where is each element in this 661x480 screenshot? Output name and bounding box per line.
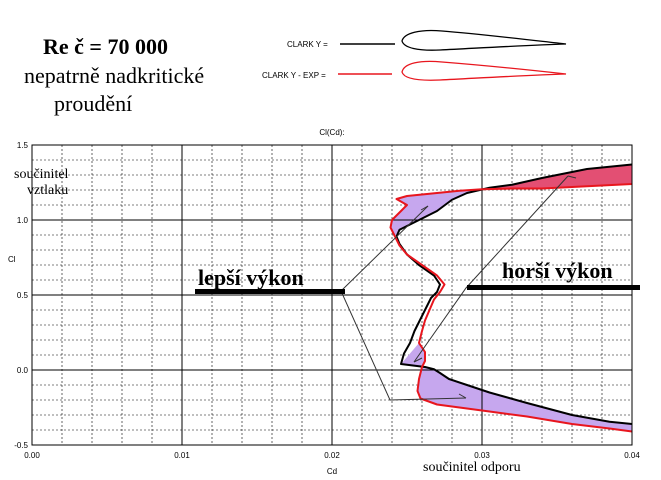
arrow-tick-4 <box>413 357 423 363</box>
callout-pointers <box>340 175 577 401</box>
arrow-tick-2 <box>458 393 467 399</box>
callout-bar-right <box>467 285 640 290</box>
difference-fill-0 <box>482 164 632 189</box>
x-tick-label: 0.01 <box>174 451 190 460</box>
legend: CLARK Y = CLARK Y - EXP = <box>262 29 567 81</box>
x-tick-labels: 0.00 0.01 0.02 0.03 0.04 <box>24 451 640 460</box>
callout-better-performance: lepší výkon <box>198 265 304 290</box>
series-lines <box>389 163 633 433</box>
drag-coefficient-note: součinitel odporu <box>423 460 521 475</box>
y-tick-label: -0.5 <box>14 441 28 450</box>
callout-bar-left <box>195 289 345 294</box>
arrow-tick-1 <box>420 205 429 211</box>
flow-regime-line1: nepatrně nadkritické <box>24 63 204 88</box>
reynolds-heading: Re č = 70 000 <box>43 34 168 59</box>
series-line-clark-y <box>395 163 633 425</box>
plot-frame <box>31 144 633 446</box>
y-tick-label: 1.5 <box>17 141 29 150</box>
arrow-tick-3 <box>567 175 577 179</box>
y-tick-label: 0.5 <box>17 291 29 300</box>
callout-worse-performance: horší výkon <box>502 258 613 283</box>
difference-fill-2 <box>401 343 632 432</box>
y-axis-label: Cl <box>8 255 16 264</box>
y-tick-labels: 1.5 1.0 0.5 0.0 -0.5 <box>14 141 28 450</box>
x-tick-label: 0.00 <box>24 451 40 460</box>
chart-title: Cl(Cd): <box>319 128 344 137</box>
y-tick-label: 1.0 <box>17 216 29 225</box>
pointer-right <box>413 175 569 363</box>
x-tick-label: 0.04 <box>624 451 640 460</box>
difference-fill-1 <box>390 188 482 237</box>
lift-coefficient-note-2: vztlaku <box>27 183 68 198</box>
series-line-clark-y-exp <box>389 183 633 433</box>
grid-major <box>32 145 632 445</box>
flow-regime-line2: proudění <box>54 91 132 116</box>
x-axis-label: Cd <box>327 467 337 476</box>
difference-fills <box>390 164 632 432</box>
x-tick-label: 0.03 <box>474 451 490 460</box>
airfoil-icon-clark-y-exp <box>401 60 567 81</box>
pointer-left <box>340 205 467 401</box>
legend-label-clark-y-exp: CLARK Y - EXP = <box>262 71 326 80</box>
airfoil-icon-clark-y <box>401 29 567 51</box>
x-tick-label: 0.02 <box>324 451 340 460</box>
y-tick-label: 0.0 <box>17 366 29 375</box>
legend-label-clark-y: CLARK Y = <box>287 40 328 49</box>
lift-coefficient-note-1: součinitel <box>14 167 69 182</box>
